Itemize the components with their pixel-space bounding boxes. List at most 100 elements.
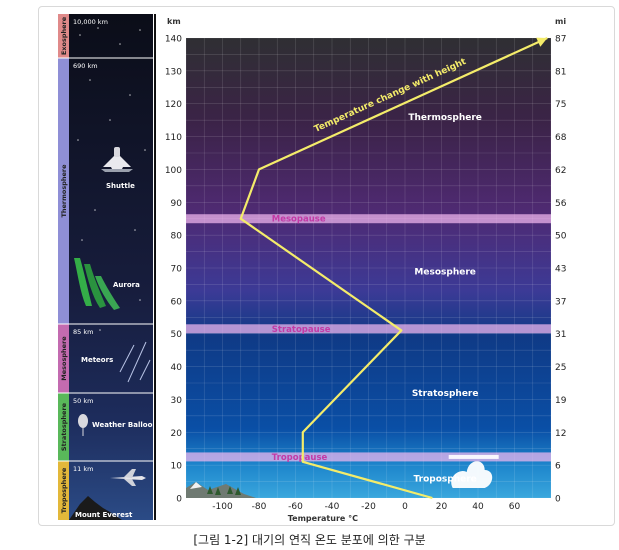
y-axis-mi-unit: mi xyxy=(555,17,566,26)
pause-label: Tropopause xyxy=(272,453,328,463)
y-tick-mi: 6 xyxy=(555,462,561,472)
x-tick: -80 xyxy=(252,502,267,512)
y-tick-mi: 19 xyxy=(555,396,567,406)
shuttle-icon xyxy=(101,147,133,172)
x-axis-label: Temperature °C xyxy=(288,514,358,523)
y-tick-km: 140 xyxy=(165,35,182,45)
layer-strip-segment xyxy=(58,324,69,393)
aurora-icon xyxy=(74,258,120,310)
star-dot xyxy=(99,329,101,331)
y-tick-km: 40 xyxy=(171,363,183,373)
y-axis-km-unit: km xyxy=(167,17,181,26)
y-tick-mi: 31 xyxy=(555,330,566,340)
mount-everest-icon xyxy=(69,496,122,520)
ground-scenery xyxy=(186,454,499,498)
y-tick-mi: 25 xyxy=(555,363,566,373)
y-tick-km: 60 xyxy=(171,297,183,307)
anvil-cloud-icon xyxy=(448,454,499,459)
figure-caption: [그림 1-2] 대기의 연직 온도 분포에 의한 구분 xyxy=(193,533,426,547)
x-axis-ticks: -100 -80 -60 -40 -20 0 20 40 60 xyxy=(212,502,520,512)
y-tick-mi: 50 xyxy=(555,232,567,242)
y-tick-mi: 62 xyxy=(555,166,566,176)
star-dot xyxy=(77,139,79,141)
y-tick-mi: 81 xyxy=(555,67,566,77)
star-dot xyxy=(109,119,111,121)
layer-strip-segment xyxy=(58,14,69,58)
layer-strip-name: Exosphere xyxy=(60,16,68,55)
layer-label: Stratosphere xyxy=(412,389,479,399)
y-tick-mi: 87 xyxy=(555,35,566,45)
pause-bands: Tropopause Stratopause Mesopause xyxy=(186,214,551,463)
star-dot xyxy=(79,34,81,36)
layer-strip-segment xyxy=(58,461,69,520)
star-dot xyxy=(94,209,96,211)
cumulonimbus-cloud-icon xyxy=(451,461,493,488)
atmosphere-figure: Exosphere Thermosphere Mesosphere Stratosph… xyxy=(58,14,567,523)
y-tick-mi: 0 xyxy=(555,495,561,505)
layer-separators xyxy=(58,57,154,462)
layer-label: Troposphere xyxy=(414,475,477,485)
y-tick-mi: 12 xyxy=(555,429,566,439)
y-tick-km: 0 xyxy=(176,495,182,505)
y-tick-km: 70 xyxy=(171,265,183,275)
airplane-icon xyxy=(110,469,146,486)
profile-arrowhead xyxy=(536,37,548,47)
x-tick: -40 xyxy=(325,502,340,512)
aurora-label: Aurora xyxy=(113,281,140,289)
pause-label: Mesopause xyxy=(272,215,326,225)
star-dot xyxy=(144,149,146,151)
layer-altitude-label: 690 km xyxy=(73,62,98,70)
star-dot xyxy=(129,94,131,96)
layer-altitude-label: 11 km xyxy=(73,465,93,473)
mount-everest-label: Mount Everest xyxy=(75,511,133,519)
y-tick-km: 20 xyxy=(171,429,183,439)
y-tick-km: 80 xyxy=(171,232,183,242)
y-axis-mi-ticks: 0 6 12 19 25 31 37 43 50 56 62 68 75 81 87 xyxy=(555,35,567,505)
x-tick: -20 xyxy=(361,502,376,512)
meteors-icon xyxy=(119,341,151,383)
y-tick-mi: 43 xyxy=(555,265,566,275)
chart-layer-labels: Thermosphere Mesosphere Stratosphere Tropos… xyxy=(408,113,482,484)
x-tick: -60 xyxy=(288,502,303,512)
star-dot xyxy=(119,43,121,45)
temperature-chart: Tropopause Stratopause Mesopause Thermosph… xyxy=(165,17,567,523)
layer-label: Thermosphere xyxy=(408,113,482,123)
layer-strip-name: Troposphere xyxy=(60,467,68,513)
y-axis-km-ticks: 0 10 20 30 40 50 60 70 80 90 100 110 120 130 140 xyxy=(165,35,182,505)
star-dot xyxy=(139,29,141,31)
layer-strip-segment xyxy=(58,393,69,461)
layer-strip-segment xyxy=(58,58,69,324)
y-tick-km: 50 xyxy=(171,330,183,340)
y-tick-km: 30 xyxy=(171,396,183,406)
pause-band xyxy=(186,214,551,224)
star-dot xyxy=(97,27,99,29)
meteors-label: Meteors xyxy=(81,356,113,364)
star-dot xyxy=(134,229,136,231)
snowcap-icon xyxy=(190,482,202,489)
tree-icon xyxy=(207,486,213,494)
altitude-column: Exosphere Thermosphere Mesosphere Stratosph… xyxy=(58,14,157,520)
star-dot xyxy=(89,79,91,81)
weather-balloon-label: Weather Balloon xyxy=(92,421,157,429)
star-dot xyxy=(81,239,83,241)
layer-strip-name: Stratosphere xyxy=(60,402,68,451)
y-tick-mi: 37 xyxy=(555,297,566,307)
shuttle-label: Shuttle xyxy=(106,182,135,190)
plot-background xyxy=(186,38,551,498)
y-tick-mi: 68 xyxy=(555,133,567,143)
star-dot xyxy=(139,299,141,301)
tree-icon xyxy=(215,487,221,495)
x-tick: 0 xyxy=(402,502,408,512)
x-tick: 20 xyxy=(436,502,448,512)
y-tick-mi: 75 xyxy=(555,100,566,110)
tree-icon xyxy=(235,487,241,495)
temperature-profile-line xyxy=(239,36,548,500)
layer-altitude-label: 10,000 km xyxy=(73,18,108,26)
layer-strip-name: Thermosphere xyxy=(60,164,68,218)
y-tick-km: 130 xyxy=(165,67,182,77)
y-tick-km: 90 xyxy=(171,199,183,209)
layer-label: Mesosphere xyxy=(414,268,475,278)
y-tick-mi: 56 xyxy=(555,199,567,209)
column-divider xyxy=(154,14,156,520)
y-tick-km: 100 xyxy=(165,166,182,176)
